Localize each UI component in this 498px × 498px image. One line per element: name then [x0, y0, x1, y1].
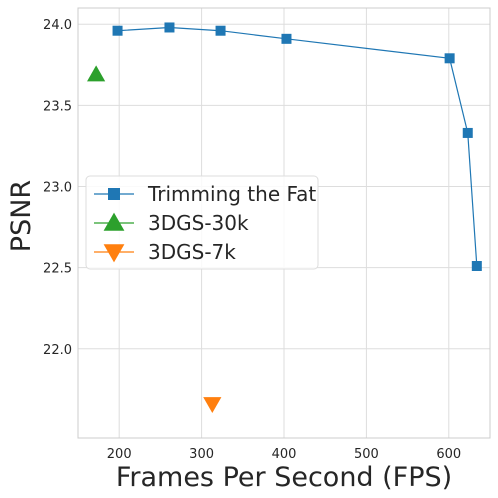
y-tick-label: 23.0: [43, 180, 72, 195]
legend-label: Trimming the Fat: [147, 182, 316, 206]
data-point: [164, 22, 175, 33]
x-tick-label: 400: [272, 447, 297, 462]
y-tick-label: 22.0: [43, 343, 72, 358]
legend-label: 3DGS-7k: [148, 240, 236, 264]
series-2: [203, 397, 222, 414]
data-point: [87, 65, 106, 82]
data-point: [462, 127, 473, 138]
data-point: [444, 53, 455, 64]
data-point: [203, 397, 222, 414]
data-point: [112, 25, 123, 36]
legend-marker: [103, 212, 125, 231]
x-tick-label: 600: [436, 447, 461, 462]
x-tick-label: 200: [107, 447, 132, 462]
series-1: [87, 65, 106, 82]
y-axis-label: PSNR: [6, 180, 37, 252]
legend: Trimming the Fat 3DGS-30k 3DGS-7k: [85, 175, 319, 270]
data-point: [215, 25, 226, 36]
y-tick-label: 24.0: [43, 18, 72, 33]
x-axis-ticks: 200 300 400 500 600: [107, 447, 461, 462]
data-point: [471, 261, 482, 271]
series-layer: [87, 22, 482, 414]
y-tick-label: 23.5: [43, 99, 72, 114]
legend-marker: [108, 188, 120, 200]
legend-marker: [103, 244, 125, 263]
y-tick-label: 22.5: [43, 262, 72, 277]
y-axis-ticks: 22.0 22.5 23.0 23.5 24.0: [43, 18, 72, 358]
x-axis-label: Frames Per Second (FPS): [116, 462, 452, 493]
x-tick-label: 300: [189, 447, 214, 462]
data-point: [281, 33, 292, 44]
x-tick-label: 500: [354, 447, 379, 462]
legend-label: 3DGS-30k: [148, 211, 249, 235]
series-0: [112, 22, 482, 271]
legend-box: [85, 175, 319, 270]
plot-area-frame: [77, 7, 491, 439]
